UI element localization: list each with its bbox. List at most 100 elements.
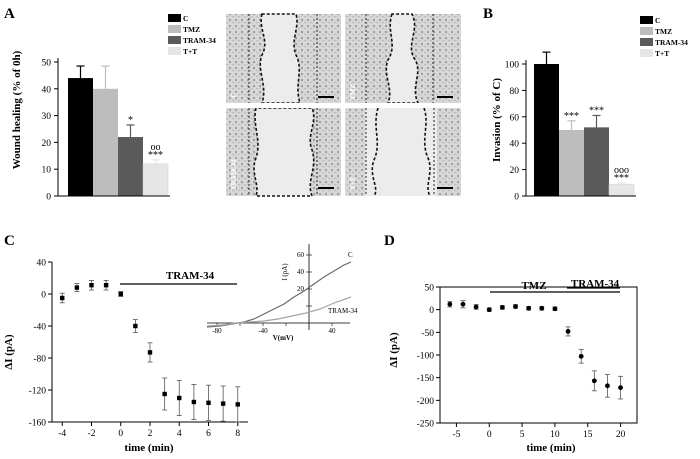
y-tick-label: 0 bbox=[41, 291, 46, 301]
y-tick-label: 20 bbox=[510, 166, 520, 176]
svg-text:40: 40 bbox=[329, 327, 337, 335]
data-point bbox=[460, 301, 466, 307]
data-point bbox=[235, 402, 240, 407]
data-point bbox=[191, 399, 197, 405]
bar-TRAM-34 bbox=[584, 127, 609, 196]
legend-a-c: C bbox=[183, 14, 188, 23]
bar-C bbox=[534, 64, 559, 196]
y-tick-label: 30 bbox=[42, 112, 52, 122]
y-tick-label: 60 bbox=[510, 113, 520, 123]
data-point bbox=[565, 329, 571, 334]
y-tick-label: -200 bbox=[417, 397, 435, 407]
significance-label: * bbox=[128, 115, 133, 126]
x-tick-label: -4 bbox=[58, 429, 66, 439]
legend-a-swatch-tram bbox=[168, 36, 181, 44]
y-tick-label: 10 bbox=[42, 166, 52, 176]
data-point bbox=[89, 283, 94, 288]
data-point bbox=[177, 395, 182, 401]
y-tick-label: -80 bbox=[33, 355, 46, 365]
bar-C bbox=[68, 78, 93, 196]
micrograph-label-tt: T+T bbox=[349, 176, 357, 190]
data-point bbox=[591, 378, 597, 384]
panel-c-letter: C bbox=[4, 233, 15, 249]
bar-TMZ bbox=[93, 88, 118, 196]
significance-label: *** bbox=[589, 105, 604, 116]
y-tick-label: 0 bbox=[46, 193, 51, 203]
y-tick-label: -120 bbox=[29, 387, 47, 397]
data-point bbox=[118, 291, 123, 297]
svg-text:40: 40 bbox=[297, 268, 305, 276]
data-point bbox=[133, 323, 138, 329]
data-point bbox=[578, 353, 584, 359]
panel-c-inset-iv: -80 -40 40 60 40 20 I (pA) V(mV) C TRAM-… bbox=[206, 244, 358, 342]
x-tick-label: 0 bbox=[118, 429, 123, 439]
legend-b-swatch-tram bbox=[640, 38, 653, 46]
legend-b-tmz: TMZ bbox=[655, 27, 672, 36]
significance-label: oo bbox=[151, 142, 161, 153]
svg-text:-40: -40 bbox=[258, 327, 268, 335]
y-tick-label: -250 bbox=[417, 420, 435, 430]
inset-trace-tram bbox=[206, 296, 352, 327]
bar-TMZ bbox=[559, 130, 584, 196]
x-tick-label: 4 bbox=[177, 429, 182, 439]
panel-b-legend: C TMZ TRAM-34 T+T bbox=[640, 16, 688, 58]
micrograph-label-c: C bbox=[230, 93, 238, 98]
bar-T+T bbox=[608, 183, 635, 197]
panel-d-xlabel: time (min) bbox=[526, 442, 576, 454]
y-tick-label: 0 bbox=[429, 306, 434, 316]
y-tick-label: -160 bbox=[29, 419, 47, 429]
legend-a-tram: TRAM-34 bbox=[183, 36, 216, 45]
panel-c-xlabel: time (min) bbox=[124, 442, 174, 454]
panel-b-ylabel: Invasion (% of C) bbox=[491, 78, 503, 162]
y-tick-label: 50 bbox=[42, 59, 52, 69]
y-tick-label: 80 bbox=[510, 87, 520, 97]
data-point bbox=[206, 400, 211, 405]
x-tick-label: 5 bbox=[520, 430, 525, 440]
data-point bbox=[486, 307, 492, 313]
y-tick-label: -150 bbox=[417, 374, 435, 384]
data-point bbox=[103, 283, 109, 288]
inset-xlabel: V(mV) bbox=[273, 334, 294, 342]
data-point bbox=[60, 295, 65, 301]
legend-b-swatch-tt bbox=[640, 49, 653, 57]
legend-b-c: C bbox=[655, 16, 660, 25]
data-point bbox=[539, 305, 545, 311]
panel-a-ylabel: Wound healing (% of 0h) bbox=[11, 50, 23, 169]
data-point bbox=[74, 285, 80, 290]
inset-ylabel: I (pA) bbox=[281, 263, 289, 281]
panel-c-scatter-plot: 40 0 -40 -80 -120 -160 -4 -2 0 2 4 6 8 bbox=[29, 259, 248, 439]
data-point bbox=[473, 304, 479, 310]
legend-b-tram: TRAM-34 bbox=[655, 38, 688, 47]
svg-text:-80: -80 bbox=[212, 327, 222, 335]
legend-b-tt: T+T bbox=[655, 49, 669, 58]
panel-d-annotation-tram: TRAM-34 bbox=[571, 278, 620, 290]
x-tick-label: 20 bbox=[616, 430, 626, 440]
x-tick-label: 15 bbox=[583, 430, 593, 440]
bar-T+T bbox=[142, 163, 169, 197]
legend-a-swatch-c bbox=[168, 14, 181, 22]
legend-a-tmz: TMZ bbox=[183, 25, 200, 34]
data-point bbox=[526, 305, 532, 311]
data-point bbox=[147, 350, 153, 355]
x-tick-label: -5 bbox=[452, 430, 460, 440]
y-tick-label: -40 bbox=[33, 323, 46, 333]
panel-b-letter: B bbox=[483, 6, 493, 22]
x-tick-label: 6 bbox=[206, 429, 211, 439]
plot-frame bbox=[52, 262, 248, 422]
data-point bbox=[162, 391, 167, 397]
panel-d-annotation-tmz: TMZ bbox=[521, 280, 546, 292]
data-point bbox=[605, 383, 610, 389]
significance-label: *** bbox=[148, 150, 163, 161]
significance-label: ooo bbox=[614, 165, 629, 176]
legend-b-swatch-c bbox=[640, 16, 653, 24]
inset-series-tram: TRAM-34 bbox=[328, 307, 358, 315]
data-point bbox=[552, 306, 558, 312]
significance-label: *** bbox=[564, 111, 579, 122]
micrograph-label-tram: TRAM-34 bbox=[230, 159, 238, 190]
data-point bbox=[499, 305, 505, 310]
data-point bbox=[447, 301, 453, 307]
panel-a-legend: C TMZ TRAM-34 T+T bbox=[168, 14, 216, 56]
bar-TRAM-34 bbox=[118, 137, 143, 196]
